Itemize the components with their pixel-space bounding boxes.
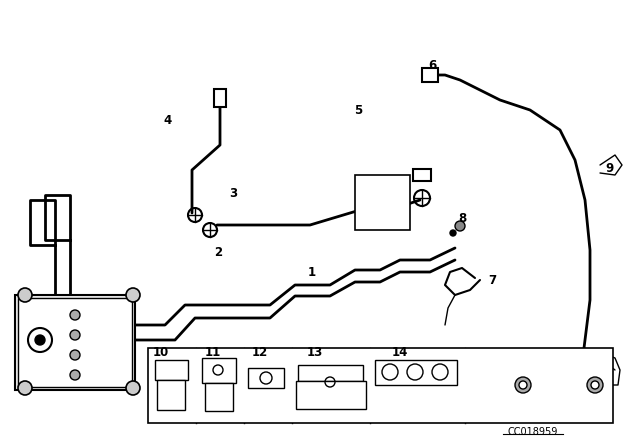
Circle shape [126,381,140,395]
Text: 12: 12 [252,345,268,358]
Text: 2: 2 [214,246,222,258]
Text: 1: 1 [308,266,316,279]
Text: 4: 4 [164,113,172,126]
Circle shape [35,335,45,345]
Bar [155,360,188,380]
Text: 5: 5 [354,103,362,116]
Bar [214,89,226,107]
Bar [202,358,236,383]
Bar [205,383,233,411]
Bar [157,380,185,410]
Bar [413,169,431,181]
Bar [422,68,438,82]
Circle shape [591,381,599,389]
Bar [15,295,135,390]
Circle shape [455,221,465,231]
Circle shape [515,377,531,393]
Circle shape [70,370,80,380]
Text: 10: 10 [153,345,169,358]
Bar [296,381,366,409]
Text: 14: 14 [392,345,408,358]
Text: 9: 9 [606,161,614,175]
Bar [355,175,410,230]
Circle shape [70,330,80,340]
Text: 11: 11 [205,345,221,358]
Bar [18,298,132,387]
Text: 8: 8 [458,211,466,224]
Circle shape [18,381,32,395]
Text: 3: 3 [229,186,237,199]
Circle shape [126,288,140,302]
Bar [375,360,457,385]
Text: 13: 13 [307,345,323,358]
Text: 6: 6 [428,59,436,72]
Text: 7: 7 [488,273,496,287]
Bar [248,368,284,388]
Circle shape [18,288,32,302]
Bar [298,365,363,381]
Circle shape [450,230,456,236]
Circle shape [519,381,527,389]
Text: CC018959: CC018959 [508,427,558,437]
Circle shape [70,310,80,320]
Circle shape [70,350,80,360]
Bar [575,372,585,392]
Bar [148,348,613,423]
Circle shape [587,377,603,393]
